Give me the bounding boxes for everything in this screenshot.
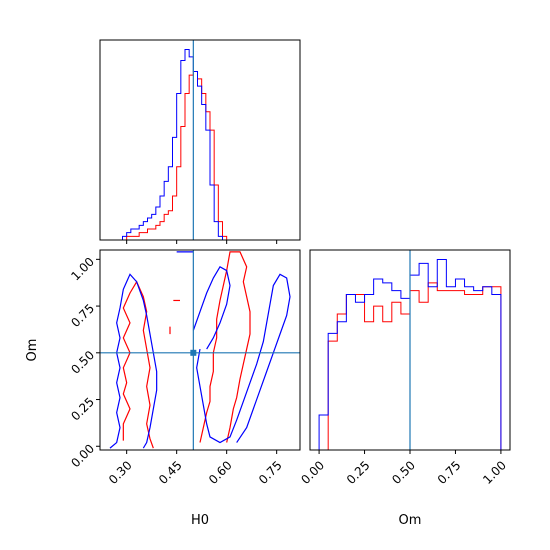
h0-om-contour-panel: 0.30 0.45 0.60 0.75 0.00 0.25 0.50 0.75 1.00 H0… xyxy=(25,249,301,528)
om-marginal-x-tick-label: 1.00 xyxy=(480,458,509,487)
histogram-series-1 xyxy=(110,49,227,240)
contour-x-tick-label: 0.75 xyxy=(256,458,285,487)
contour-series-0-level-1 xyxy=(199,251,251,443)
contour-y-tick-label: 0.25 xyxy=(68,395,97,424)
contour-series-0-level-0 xyxy=(122,280,154,449)
x-axis-label-h0: H0 xyxy=(191,513,209,528)
om-marginal-panel: 0.00 0.25 0.50 0.75 1.00 Om xyxy=(298,249,511,528)
h0-marginal-frame xyxy=(99,39,301,241)
contour-series-1-level-3 xyxy=(192,266,231,350)
om-marginal-x-tick-label: 0.50 xyxy=(389,458,418,487)
contour-x-tick-label: 0.45 xyxy=(156,458,185,487)
h0-marginal-panel xyxy=(99,39,301,244)
y-axis-label-om: Om xyxy=(25,339,40,362)
om-marginal-x-tick-label: 0.75 xyxy=(435,458,464,487)
om-marginal-x-tick-label: 0.25 xyxy=(344,458,373,487)
x-axis-label-om: Om xyxy=(399,513,422,528)
contour-series-1-level-2 xyxy=(196,273,291,444)
histogram-series-0 xyxy=(110,71,228,240)
contour-frame xyxy=(99,249,301,451)
contour-y-tick-label: 0.50 xyxy=(68,348,97,377)
contour-x-tick-label: 0.60 xyxy=(206,458,235,487)
contour-y-tick-label: 1.00 xyxy=(68,255,97,284)
om-marginal-x-tick-label: 0.00 xyxy=(298,458,327,487)
contour-series-1-level-0 xyxy=(109,273,158,449)
contour-y-tick-label: 0.00 xyxy=(68,441,97,470)
truth-marker xyxy=(190,349,197,356)
contour-y-tick-label: 0.75 xyxy=(68,301,97,330)
contour-x-tick-label: 0.30 xyxy=(106,458,135,487)
